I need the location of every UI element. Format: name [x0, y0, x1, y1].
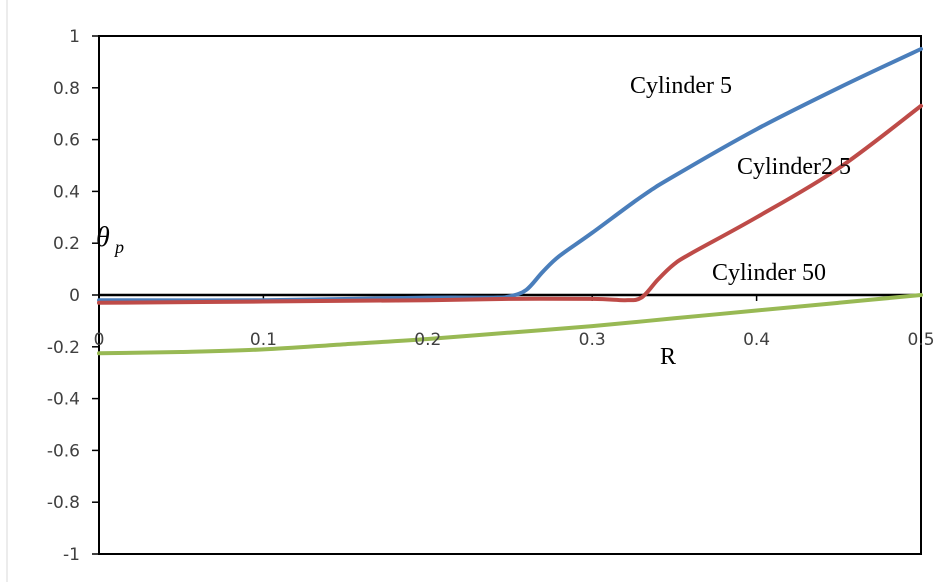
y-tick-label-0-8: 0.8: [53, 79, 80, 99]
x-tick-label-0-2: 0.2: [414, 330, 441, 350]
y-tick-label-0: 0: [69, 286, 80, 306]
x-tick-label-0-3: 0.3: [579, 330, 606, 350]
x-tick-labels: 0 0.1 0.2 0.3 0.4 0.5: [94, 330, 935, 350]
series-line-cylinder2-5: [97, 103, 923, 305]
series-line-cylinder-5: [97, 47, 923, 303]
y-axis-label: θ: [96, 222, 110, 253]
y-tick-label-1: -1: [63, 545, 80, 565]
x-tick-label-0: 0: [94, 330, 105, 350]
series-label-cylinder2-5: Cylinder2 5: [737, 154, 851, 180]
y-tick-marks: [92, 35, 99, 555]
x-tick-label-0-5: 0.5: [907, 330, 934, 350]
y-tick-label-0-6: 0.6: [53, 131, 80, 151]
y-tick-label-0-4: 0.4: [53, 182, 80, 202]
y-tick-label-0-2: 0.2: [53, 234, 80, 254]
x-tick-label-0-4: 0.4: [743, 330, 770, 350]
x-tick-label-0-1: 0.1: [250, 330, 277, 350]
series-label-cylinder-50: Cylinder 50: [712, 260, 826, 286]
y-tick-label-0-6: -0.6: [47, 441, 80, 461]
series-lines: [97, 47, 923, 356]
y-tick-label-0-8: -0.8: [47, 493, 80, 513]
x-axis-label: R: [660, 344, 676, 370]
y-axis-label-subscript: p: [113, 237, 124, 257]
y-tick-labels: 1 0.8 0.6 0.4 0.2 0 -0.2 -0.4 -0.6 -0.8 -1: [47, 27, 80, 565]
y-tick-label-1: 1: [69, 27, 80, 47]
series-line-cylinder-50: [97, 293, 923, 356]
y-tick-label-0-2: -0.2: [47, 338, 80, 358]
y-tick-label-0-4: -0.4: [47, 390, 80, 410]
series-label-cylinder-5: Cylinder 5: [630, 73, 732, 99]
